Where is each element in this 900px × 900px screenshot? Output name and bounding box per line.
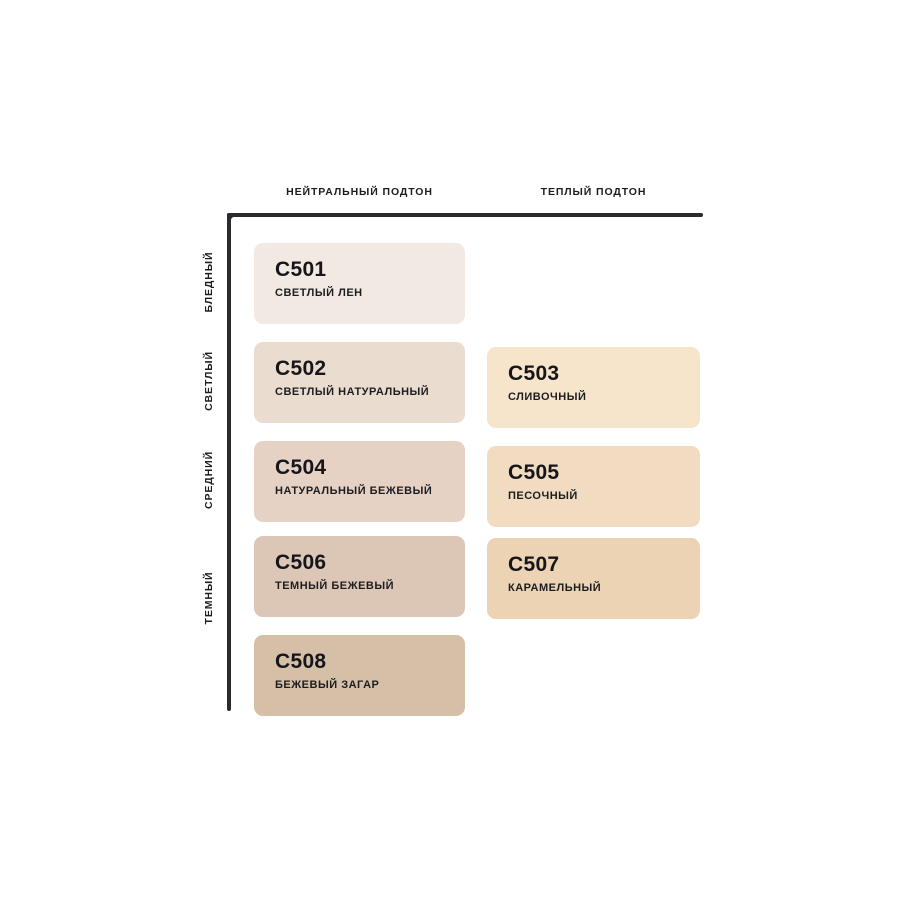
swatch-code: C506 [275, 551, 327, 574]
swatch-name: КАРАМЕЛЬНЫЙ [508, 582, 602, 595]
axis-vertical-line [227, 213, 231, 711]
swatch-card-c502[interactable]: C502 СВЕТЛЫЙ НАТУРАЛЬНЫЙ [254, 342, 465, 423]
swatch-card-c506[interactable]: C506 ТЕМНЫЙ БЕЖЕВЫЙ [254, 536, 465, 617]
swatch-name: БЕЖЕВЫЙ ЗАГАР [275, 679, 380, 692]
swatch-code: C503 [508, 362, 560, 385]
row-label-dark: ТЕМНЫЙ [203, 571, 215, 625]
swatch-name: ТЕМНЫЙ БЕЖЕВЫЙ [275, 580, 395, 593]
swatch-card-c508[interactable]: C508 БЕЖЕВЫЙ ЗАГАР [254, 635, 465, 716]
swatch-name: ПЕСОЧНЫЙ [508, 490, 578, 503]
column-header-neutral: НЕЙТРАЛЬНЫЙ ПОДТОН [286, 186, 433, 198]
swatch-name: СЛИВОЧНЫЙ [508, 391, 587, 404]
swatch-code: C508 [275, 650, 327, 673]
swatch-card-c503[interactable]: C503 СЛИВОЧНЫЙ [487, 347, 700, 428]
swatch-card-c504[interactable]: C504 НАТУРАЛЬНЫЙ БЕЖЕВЫЙ [254, 441, 465, 522]
swatch-card-c501[interactable]: C501 СВЕТЛЫЙ ЛЕН [254, 243, 465, 324]
swatch-name: СВЕТЛЫЙ НАТУРАЛЬНЫЙ [275, 386, 430, 399]
swatch-code: C501 [275, 258, 327, 281]
swatch-card-c505[interactable]: C505 ПЕСОЧНЫЙ [487, 446, 700, 527]
swatch-name: НАТУРАЛЬНЫЙ БЕЖЕВЫЙ [275, 485, 433, 498]
swatch-name: СВЕТЛЫЙ ЛЕН [275, 287, 363, 300]
axis-corner [227, 213, 241, 227]
swatch-card-c507[interactable]: C507 КАРАМЕЛЬНЫЙ [487, 538, 700, 619]
swatch-code: C504 [275, 456, 327, 479]
swatch-code: C505 [508, 461, 560, 484]
swatch-code: C502 [275, 357, 327, 380]
swatch-code: C507 [508, 553, 560, 576]
column-header-warm: ТЕПЛЫЙ ПОДТОН [540, 186, 647, 198]
axis-horizontal-line [227, 213, 703, 217]
